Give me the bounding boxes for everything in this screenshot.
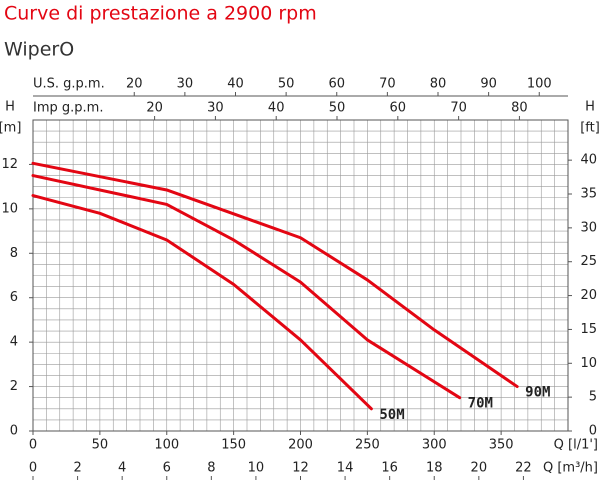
x-tick-label: 40 (227, 77, 244, 92)
x-tick-label: 40 (268, 101, 285, 116)
x-tick-label: 50 (278, 77, 295, 92)
x-tick-label: 2 (73, 461, 81, 476)
x-tick-label: 300 (422, 438, 447, 453)
x-tick-label: 30 (207, 101, 224, 116)
x-tick-label: 100 (527, 77, 552, 92)
y-tick-label: 12 (1, 157, 18, 172)
x-tick-label: 14 (337, 461, 354, 476)
y2-axis-unit: [ft] (580, 121, 600, 136)
x-tick-label: 20 (471, 461, 488, 476)
y2-tick-label: 0 (589, 424, 597, 439)
curve (31, 161, 519, 389)
curve-label: 50M (379, 407, 404, 423)
x-tick-label: 20 (126, 77, 143, 92)
x-tick-label: 30 (177, 77, 194, 92)
y2-tick-label: 30 (580, 220, 597, 235)
x-tick-label: 100 (154, 438, 179, 453)
axis-label: Q [m³/h] (543, 461, 598, 476)
curve (31, 174, 462, 400)
x-tick-label: 90 (480, 77, 497, 92)
x-tick-label: 50 (329, 101, 346, 116)
curve-label: 70M (468, 396, 493, 412)
x-tick-label: 0 (29, 461, 37, 476)
x-tick-label: 0 (29, 438, 37, 453)
curve (31, 194, 373, 411)
x-tick-label: 60 (328, 77, 345, 92)
y2-tick-label: 15 (580, 322, 597, 337)
x-tick-label: 10 (248, 461, 265, 476)
axis-label: Imp g.p.m. (33, 101, 103, 116)
x-tick-label: 80 (511, 101, 528, 116)
x-tick-label: 80 (430, 77, 447, 92)
x-tick-label: 70 (379, 77, 396, 92)
y2-tick-label: 20 (580, 288, 597, 303)
x-axis-label: Q [l/1'] (554, 438, 598, 453)
y2-tick-label: 25 (580, 254, 597, 269)
x-tick-label: 70 (450, 101, 467, 116)
x-tick-label: 22 (515, 461, 532, 476)
y-axis-label: H (5, 100, 15, 115)
x-tick-label: 200 (288, 438, 313, 453)
y2-axis-label: H (585, 100, 595, 115)
x-tick-label: 60 (390, 101, 407, 116)
x-tick-label: 350 (489, 438, 514, 453)
x-tick-label: 250 (355, 438, 380, 453)
axis-label: U.S. g.p.m. (33, 77, 105, 92)
y-tick-label: 6 (10, 290, 18, 305)
curve-label: 90M (525, 385, 550, 401)
x-tick-label: 18 (426, 461, 443, 476)
x-tick-label: 50 (92, 438, 109, 453)
chart-subtitle: WiperO (4, 39, 74, 61)
y-axis-unit: [m] (0, 121, 21, 136)
y2-tick-label: 40 (580, 153, 597, 168)
y-tick-label: 2 (10, 379, 18, 394)
x-tick-label: 16 (381, 461, 398, 476)
y2-tick-label: 10 (580, 356, 597, 371)
x-tick-label: 8 (207, 461, 215, 476)
x-tick-label: 12 (292, 461, 309, 476)
y-tick-label: 10 (1, 201, 18, 216)
y-tick-label: 8 (10, 246, 18, 261)
y2-tick-label: 5 (589, 390, 597, 405)
x-tick-label: 4 (118, 461, 126, 476)
chart-title: Curve di prestazione a 2900 rpm (4, 3, 317, 25)
y2-tick-label: 35 (580, 187, 597, 202)
x-tick-label: 150 (221, 438, 246, 453)
y-tick-label: 4 (10, 335, 18, 350)
y-tick-label: 0 (10, 424, 18, 439)
x-tick-label: 6 (163, 461, 171, 476)
x-tick-label: 20 (146, 101, 163, 116)
